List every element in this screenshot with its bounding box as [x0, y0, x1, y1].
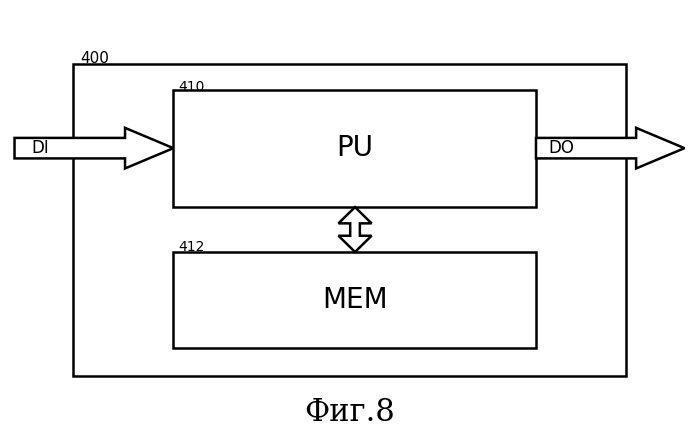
Polygon shape [15, 128, 173, 168]
Polygon shape [536, 128, 684, 168]
Text: DI: DI [31, 139, 50, 157]
Text: MEM: MEM [322, 286, 388, 314]
Text: PU: PU [336, 134, 373, 162]
Bar [173, 90, 536, 207]
Text: DO: DO [549, 139, 575, 157]
Bar [73, 64, 626, 376]
Text: 400: 400 [80, 51, 109, 66]
Text: 410: 410 [178, 80, 205, 94]
Bar [173, 252, 536, 348]
Text: Фиг.8: Фиг.8 [304, 397, 395, 428]
Polygon shape [338, 207, 372, 252]
Text: 412: 412 [178, 240, 205, 254]
